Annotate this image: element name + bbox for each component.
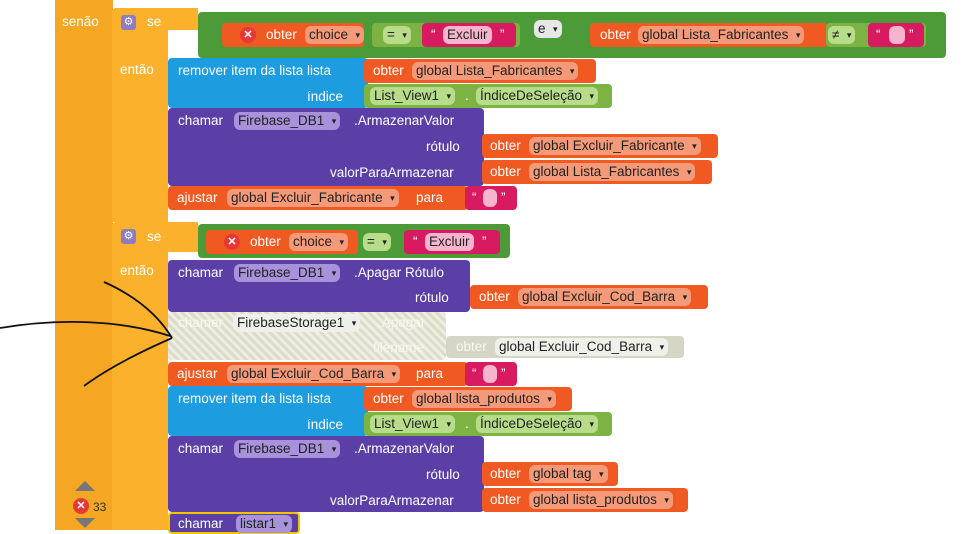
string-value[interactable]: Excluir	[425, 233, 474, 251]
var-dropdown[interactable]: global Lista_Fabricantes ▾	[638, 26, 805, 44]
next-error-arrow-icon[interactable]	[75, 518, 95, 528]
var-dropdown[interactable]: global Excluir_Fabricante ▾	[529, 137, 701, 155]
get-label: obter	[490, 492, 521, 507]
to-label: para	[416, 366, 444, 381]
get-label: obter	[373, 391, 404, 406]
eq-dropdown[interactable]: = ▾	[363, 233, 391, 251]
quote-close: ”	[909, 27, 914, 42]
component-dropdown[interactable]: Firebase_DB1 ▾	[234, 440, 341, 458]
tag-label: rótulo	[426, 139, 460, 154]
if-label: se	[147, 229, 162, 244]
error-icon[interactable]: ✕	[240, 27, 256, 43]
method-label: .Apagar	[378, 315, 426, 330]
method-label: .ArmazenarValor	[354, 441, 455, 456]
call-label: chamar	[178, 441, 224, 456]
var-dropdown[interactable]: global Lista_Fabricantes ▾	[529, 163, 696, 181]
quote-open: “	[472, 366, 477, 381]
value-label: valorParaArmazenar	[330, 493, 454, 508]
component-dropdown[interactable]: List_View1 ▾	[370, 87, 456, 105]
component-dropdown[interactable]: FirebaseStorage1 ▾	[233, 314, 361, 332]
string-value[interactable]: Excluir	[443, 26, 492, 44]
index-label: índice	[307, 89, 344, 104]
set-label: ajustar	[177, 366, 218, 381]
error-count: 33	[93, 500, 107, 514]
if-block-1-stem	[112, 30, 168, 222]
mutator-gear-icon[interactable]: ⚙	[121, 15, 136, 30]
get-label: obter	[490, 466, 521, 481]
dot-separator: .	[465, 416, 469, 431]
property-dropdown[interactable]: ÍndiceDeSeleção ▾	[476, 415, 599, 433]
tag-label: rótulo	[415, 290, 449, 305]
remove-list-item-block[interactable]	[168, 58, 368, 108]
quote-open: “	[472, 190, 477, 205]
quote-close: ”	[501, 366, 506, 381]
else-branch-bar	[55, 0, 113, 530]
component-dropdown[interactable]: Firebase_DB1 ▾	[234, 112, 341, 130]
var-dropdown[interactable]: choice ▾	[305, 26, 365, 44]
component-dropdown[interactable]: List_View1 ▾	[370, 415, 456, 433]
component-dropdown[interactable]: listar1 ▾	[236, 515, 293, 533]
var-dropdown[interactable]: global lista_produtos ▾	[529, 491, 673, 509]
get-label: obter	[490, 138, 521, 153]
neq-dropdown[interactable]: ≠ ▾	[828, 26, 856, 44]
filename-label: filename	[373, 340, 425, 355]
property-dropdown[interactable]: ÍndiceDeSeleção ▾	[476, 87, 599, 105]
else-label: senão	[62, 14, 99, 29]
quote-open: “	[413, 234, 418, 249]
and-dropdown[interactable]: e ▾	[534, 20, 562, 38]
get-label: obter	[490, 164, 521, 179]
call-label: chamar	[178, 516, 224, 531]
method-label: .ArmazenarValor	[354, 113, 455, 128]
remove-list-item-block[interactable]	[168, 386, 368, 436]
get-label: obter	[250, 234, 281, 249]
var-dropdown[interactable]: global Excluir_Fabricante ▾	[227, 189, 399, 207]
remove-label: remover item da lista lista	[178, 391, 332, 406]
eq-dropdown[interactable]: = ▾	[383, 26, 411, 44]
call-label: chamar	[178, 265, 224, 280]
quote-close: ”	[501, 190, 506, 205]
quote-open: “	[431, 27, 436, 42]
string-value[interactable]	[483, 365, 497, 383]
component-dropdown[interactable]: Firebase_DB1 ▾	[234, 264, 341, 282]
error-count-icon: ✕	[73, 498, 89, 514]
remove-label: remover item da lista lista	[178, 63, 332, 78]
var-dropdown[interactable]: global Lista_Fabricantes ▾	[412, 62, 579, 80]
call-label: chamar	[178, 315, 224, 330]
var-dropdown[interactable]: global tag ▾	[529, 465, 608, 483]
then-label: então	[120, 62, 154, 77]
mutator-gear-icon[interactable]: ⚙	[121, 229, 136, 244]
dot-separator: .	[465, 88, 469, 103]
index-label: índice	[307, 417, 344, 432]
get-label: obter	[479, 289, 510, 304]
string-value[interactable]	[889, 26, 905, 44]
method-label: .Apagar Rótulo	[354, 265, 445, 280]
var-dropdown[interactable]: global Excluir_Cod_Barra ▾	[495, 338, 669, 356]
error-icon[interactable]: ✕	[224, 234, 240, 250]
string-value[interactable]	[483, 189, 497, 207]
get-label: obter	[600, 27, 631, 42]
previous-error-arrow-outline-icon	[75, 481, 95, 491]
get-label: obter	[373, 63, 404, 78]
if-label: se	[147, 14, 162, 29]
quote-open: “	[876, 27, 881, 42]
tag-label: rótulo	[426, 467, 460, 482]
value-label: valorParaArmazenar	[330, 165, 454, 180]
quote-close: ”	[482, 234, 487, 249]
var-dropdown[interactable]: global Excluir_Cod_Barra ▾	[227, 365, 401, 383]
call-label: chamar	[178, 113, 224, 128]
get-label: obter	[266, 27, 297, 42]
quote-close: ”	[500, 27, 505, 42]
to-label: para	[416, 190, 444, 205]
var-dropdown[interactable]: choice ▾	[289, 233, 349, 251]
var-dropdown[interactable]: global lista_produtos ▾	[412, 390, 556, 408]
set-label: ajustar	[177, 190, 218, 205]
get-label: obter	[456, 339, 487, 354]
then-label: então	[120, 263, 154, 278]
if-block-2-stem	[112, 252, 168, 530]
var-dropdown[interactable]: global Excluir_Cod_Barra ▾	[518, 288, 692, 306]
